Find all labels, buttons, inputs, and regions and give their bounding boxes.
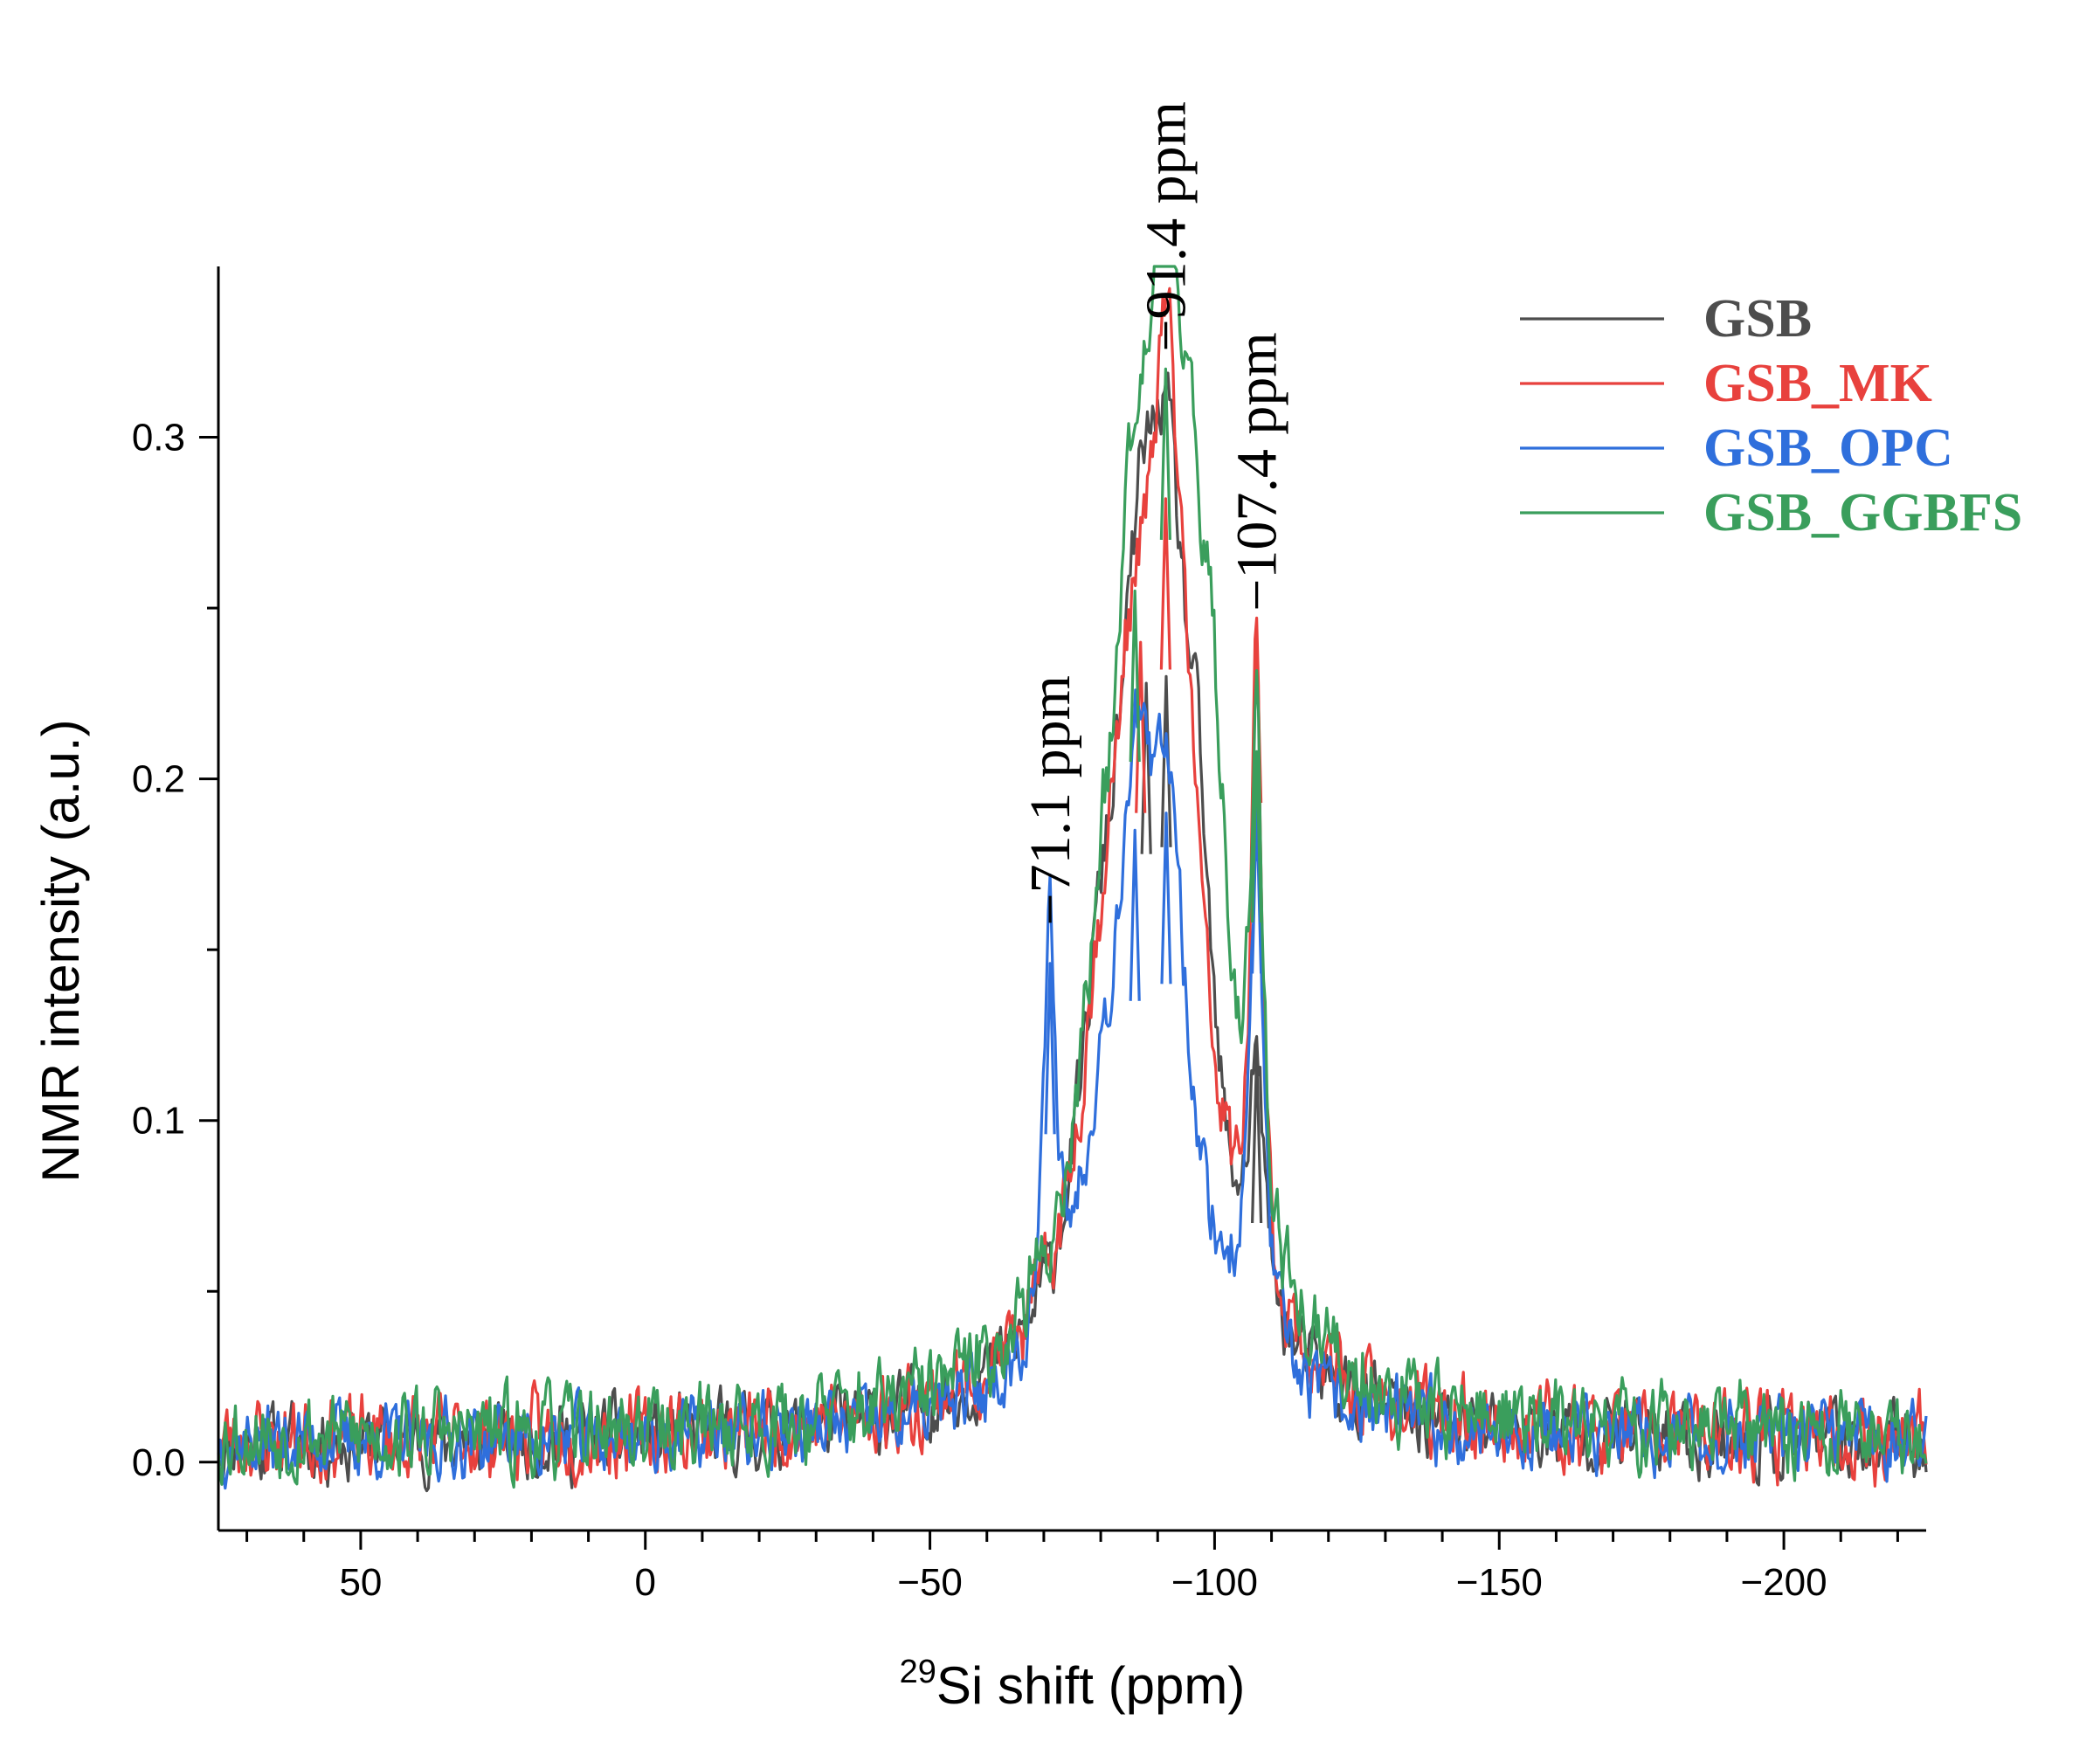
peak-annotation: −71.1 ppm [1019, 675, 1082, 926]
x-axis-title-superscript: 29 [900, 1654, 936, 1690]
data-point-gsb-mk [1159, 497, 1171, 670]
legend-label-gsb-mk: GSB_MK [1703, 354, 1932, 413]
x-tick-label: 50 [339, 1561, 382, 1604]
x-tick-label: 0 [635, 1561, 656, 1604]
y-tick-label: 0.2 [132, 758, 185, 801]
x-tick-label: −100 [1171, 1561, 1258, 1604]
data-point-gsb [1251, 1050, 1263, 1224]
series-layer [217, 265, 1928, 1493]
annotation-layer: −71.1 ppm −91.4 ppm −107.4 ppm [1019, 101, 1289, 926]
data-point-gsb-mk [1135, 640, 1147, 813]
y-axis-title: NMR intensity (a.u.) [31, 719, 90, 1182]
data-point-gsb-opc [1160, 812, 1172, 984]
series-line-gsb-ggbfs [217, 265, 1928, 1489]
peak-annotation: −107.4 ppm [1226, 332, 1289, 611]
legend-label-gsb-opc: GSB_OPC [1703, 418, 1953, 478]
y-tick-label: 0.1 [132, 1100, 185, 1143]
data-point-gsb-opc [1129, 828, 1141, 1001]
x-axis-title: 29Si shift (ppm) [900, 1654, 1246, 1715]
x-axis-title-text: Si shift (ppm) [936, 1656, 1245, 1715]
series-line-gsb [217, 371, 1928, 1493]
peak-annotation: −91.4 ppm [1134, 101, 1198, 352]
y-tick-label: 0.0 [132, 1441, 185, 1484]
data-point-gsb-opc [1044, 962, 1056, 1135]
x-tick-label: −200 [1741, 1561, 1827, 1604]
data-point-gsb [1160, 674, 1172, 847]
legend-label-gsb-ggbfs: GSB_GGBFS [1703, 483, 2022, 542]
axes-layer: 50 0 −50 −100 −150 −200 0.0 0.1 0.2 0.3 29Si shift… [31, 266, 1926, 1715]
data-point-gsb-ggbfs [1251, 750, 1263, 922]
x-tick-label: −150 [1456, 1561, 1543, 1604]
data-point-gsb-ggbfs [1129, 589, 1141, 763]
x-tick-label: −50 [897, 1561, 963, 1604]
data-point-gsb-ggbfs [1159, 367, 1171, 540]
y-tick-label: 0.3 [132, 417, 185, 459]
legend-label-gsb: GSB [1703, 289, 1812, 349]
